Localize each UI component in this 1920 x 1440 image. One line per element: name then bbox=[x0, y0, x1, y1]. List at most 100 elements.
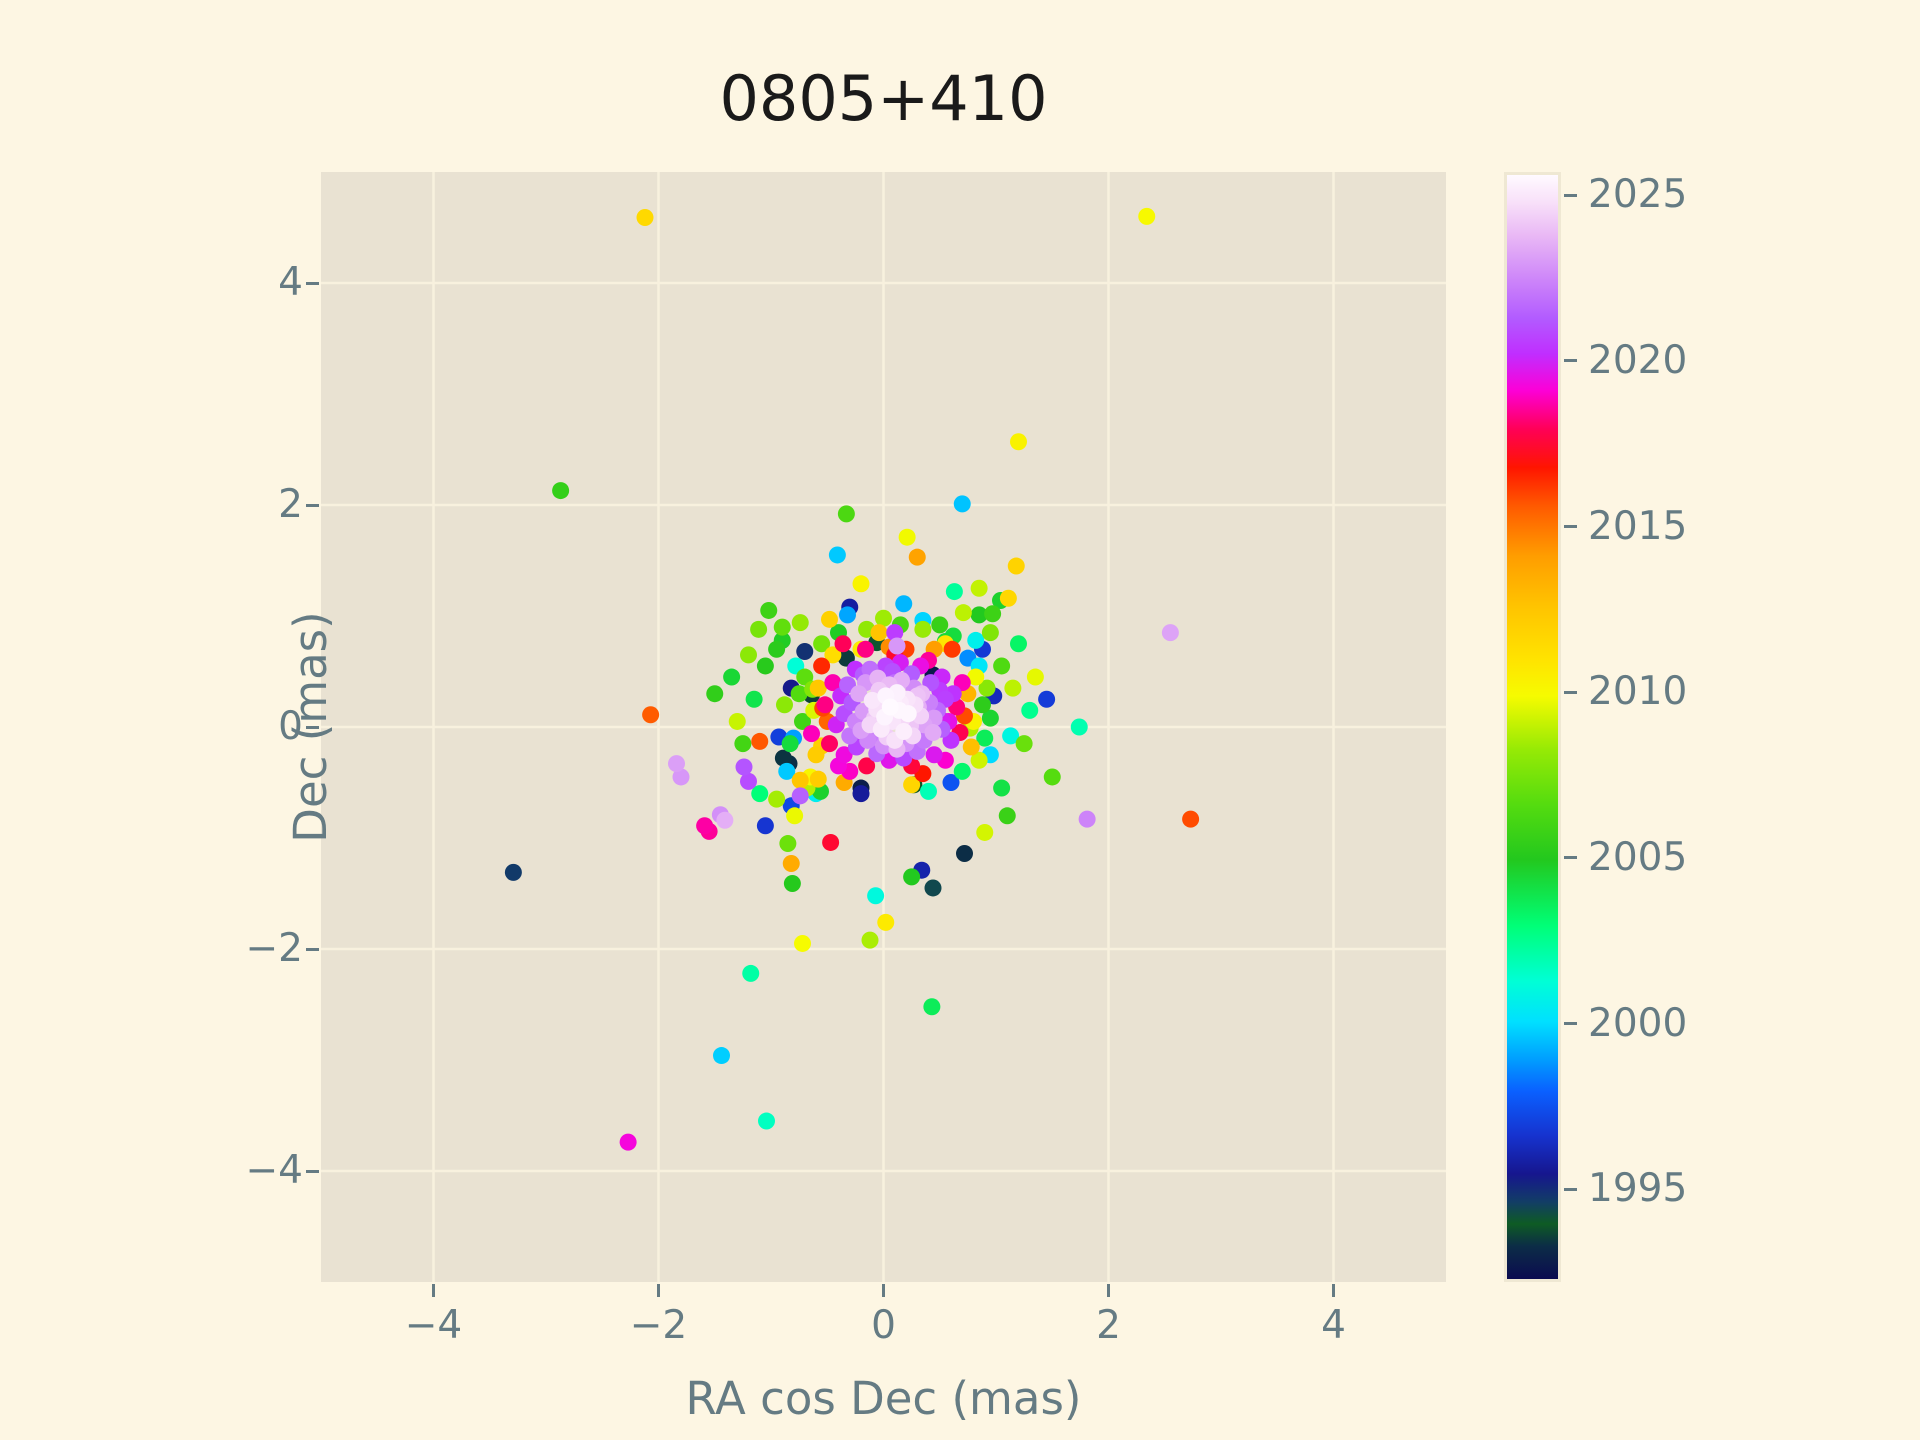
data-point bbox=[723, 668, 741, 686]
data-point bbox=[713, 1047, 730, 1065]
data-point bbox=[745, 690, 763, 708]
data-point bbox=[898, 528, 916, 546]
data-point bbox=[920, 782, 937, 800]
data-point bbox=[768, 790, 786, 808]
data-point bbox=[974, 696, 991, 714]
plot-area bbox=[321, 172, 1446, 1282]
colorbar-tick-mark bbox=[1564, 359, 1577, 363]
x-tick-label: 2 bbox=[1096, 1303, 1121, 1348]
data-point bbox=[742, 964, 760, 982]
data-point bbox=[857, 640, 874, 658]
data-point bbox=[852, 575, 870, 593]
data-point bbox=[981, 709, 999, 727]
x-tick-mark bbox=[1107, 1284, 1110, 1297]
data-point bbox=[877, 913, 895, 931]
data-point bbox=[837, 505, 855, 523]
data-point bbox=[1138, 207, 1156, 225]
y-tick-mark bbox=[306, 947, 319, 951]
data-point bbox=[796, 668, 814, 686]
data-point bbox=[706, 685, 724, 703]
data-point bbox=[791, 614, 809, 632]
colorbar-tick-label: 2025 bbox=[1588, 172, 1688, 218]
data-point bbox=[1026, 668, 1044, 686]
data-point bbox=[953, 495, 971, 513]
data-point bbox=[1038, 690, 1056, 708]
x-tick-label: −2 bbox=[629, 1303, 688, 1348]
data-point bbox=[807, 746, 825, 764]
data-point bbox=[779, 835, 797, 853]
colorbar-tick-label: 2000 bbox=[1588, 1000, 1688, 1046]
data-point bbox=[809, 770, 827, 788]
data-point bbox=[981, 624, 999, 642]
data-point bbox=[942, 774, 960, 791]
data-point bbox=[970, 579, 988, 597]
data-point bbox=[1182, 810, 1200, 828]
data-point bbox=[886, 624, 904, 642]
scatter-plot-canvas bbox=[321, 172, 1446, 1282]
data-point bbox=[962, 738, 980, 756]
data-point bbox=[756, 657, 774, 675]
data-point bbox=[824, 646, 842, 664]
y-tick-label: −4 bbox=[245, 1148, 304, 1193]
data-point bbox=[881, 698, 899, 716]
data-point bbox=[993, 657, 1011, 675]
data-point bbox=[728, 712, 746, 730]
y-tick-label: 0 bbox=[278, 704, 303, 749]
data-point bbox=[923, 998, 941, 1016]
data-point bbox=[943, 640, 961, 658]
y-tick-label: −2 bbox=[245, 926, 304, 971]
data-point bbox=[619, 1133, 637, 1151]
data-point bbox=[875, 609, 892, 627]
data-point bbox=[768, 640, 786, 658]
data-point bbox=[1070, 718, 1088, 736]
data-point bbox=[758, 1112, 775, 1130]
data-point bbox=[791, 787, 809, 805]
colorbar-tick-label: 2005 bbox=[1588, 834, 1688, 880]
data-point bbox=[824, 674, 842, 692]
data-point bbox=[858, 757, 876, 775]
data-point bbox=[1010, 433, 1027, 451]
data-point bbox=[1002, 727, 1020, 745]
data-point bbox=[734, 735, 752, 753]
data-point bbox=[751, 732, 769, 750]
colorbar-tick-mark bbox=[1564, 856, 1577, 860]
data-point bbox=[850, 685, 868, 703]
data-point bbox=[835, 746, 853, 764]
data-point bbox=[822, 833, 840, 851]
data-point bbox=[750, 620, 768, 638]
page-title: 0805+410 bbox=[719, 62, 1048, 135]
data-point bbox=[821, 610, 838, 628]
data-point bbox=[903, 868, 921, 886]
data-point bbox=[786, 807, 804, 825]
data-point bbox=[931, 616, 949, 634]
data-point bbox=[870, 624, 888, 642]
data-point bbox=[861, 931, 879, 949]
data-point bbox=[1004, 679, 1022, 697]
data-point bbox=[945, 583, 963, 601]
data-point bbox=[796, 643, 814, 661]
colorbar-tick-mark bbox=[1564, 1187, 1577, 1191]
x-tick-label: 0 bbox=[871, 1303, 896, 1348]
x-tick-label: 4 bbox=[1321, 1303, 1346, 1348]
colorbar-tick-label: 2010 bbox=[1588, 669, 1688, 715]
data-point bbox=[895, 595, 913, 613]
y-tick-mark bbox=[306, 281, 319, 285]
data-point bbox=[636, 209, 654, 227]
x-tick-mark bbox=[1332, 1284, 1335, 1297]
data-point bbox=[956, 845, 973, 863]
data-point bbox=[993, 779, 1011, 797]
data-point bbox=[1043, 768, 1061, 786]
y-tick-label: 4 bbox=[278, 260, 303, 305]
data-point bbox=[925, 746, 943, 764]
x-axis-label: RA cos Dec (mas) bbox=[685, 1372, 1082, 1425]
x-tick-label: −4 bbox=[404, 1303, 463, 1348]
data-point bbox=[924, 879, 942, 897]
data-point bbox=[970, 751, 988, 769]
data-point bbox=[888, 637, 906, 655]
data-point bbox=[774, 749, 792, 767]
data-point bbox=[967, 668, 985, 686]
data-point bbox=[716, 811, 734, 829]
data-point bbox=[816, 696, 834, 714]
data-point bbox=[839, 606, 856, 624]
data-point bbox=[895, 722, 913, 740]
